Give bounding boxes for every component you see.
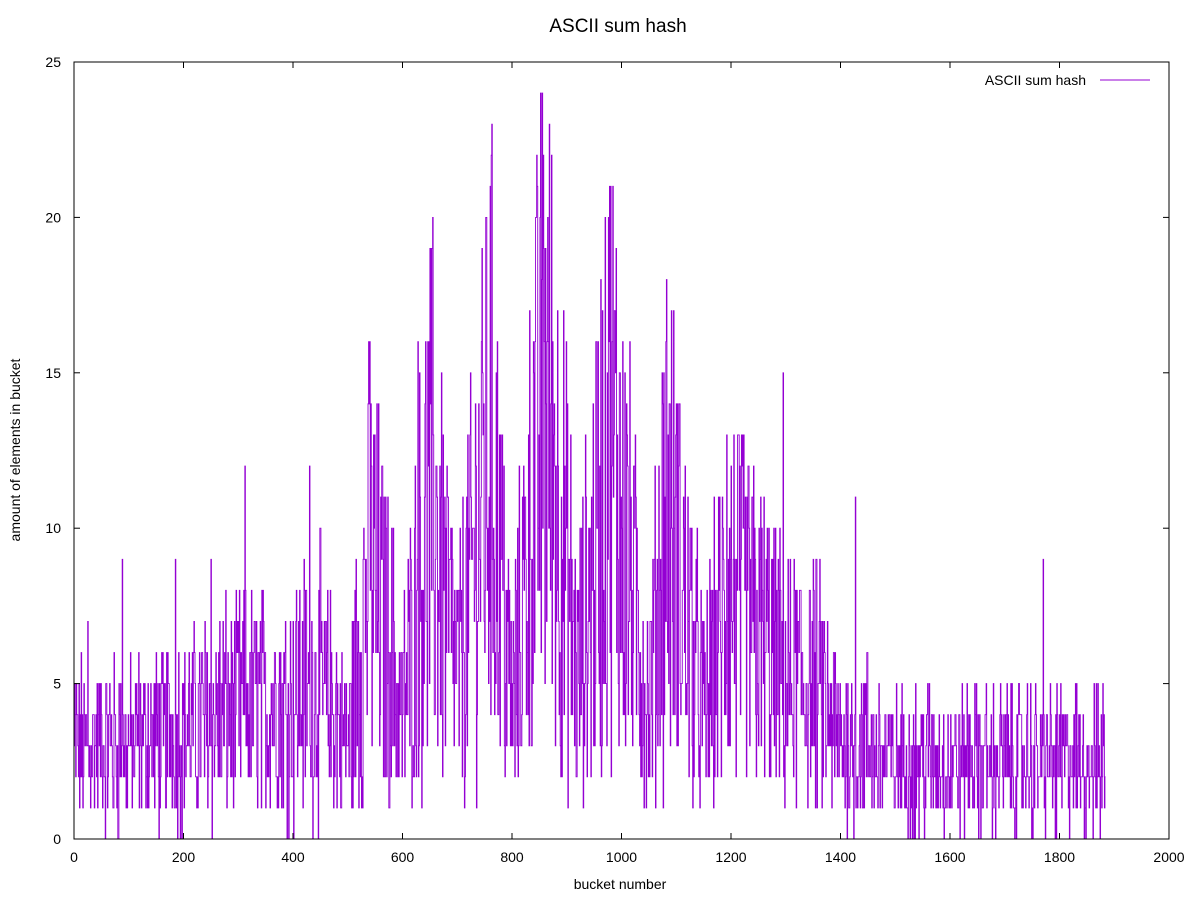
x-tick-label: 400	[281, 849, 305, 865]
plot-border	[73, 61, 1170, 840]
x-tick-label: 0	[70, 849, 78, 865]
x-tick-label: 1800	[1044, 849, 1075, 865]
legend-label: ASCII sum hash	[985, 72, 1086, 88]
y-tick-label: 25	[45, 54, 61, 70]
x-tick-label: 1000	[606, 849, 637, 865]
chart-title: ASCII sum hash	[549, 16, 686, 37]
y-axis: 0 5 10 15 20 25	[45, 54, 1169, 847]
x-tick-label: 1200	[715, 849, 746, 865]
y-tick-label: 20	[45, 209, 61, 225]
x-tick-label: 1400	[825, 849, 856, 865]
x-tick-label: 200	[172, 849, 196, 865]
y-tick-label: 15	[45, 365, 61, 381]
legend: ASCII sum hash	[985, 72, 1150, 88]
y-tick-label: 10	[45, 520, 61, 536]
y-tick-label: 0	[53, 831, 61, 847]
series-ascii-sum-hash	[74, 92, 1106, 840]
x-tick-label: 800	[500, 849, 524, 865]
y-axis-label: amount of elements in bucket	[7, 358, 23, 541]
series-line	[74, 92, 1106, 840]
x-tick-label: 2000	[1153, 849, 1184, 865]
x-axis-label: bucket number	[574, 876, 667, 892]
x-tick-label: 600	[391, 849, 415, 865]
y-tick-label: 5	[53, 676, 61, 692]
x-tick-label: 1600	[934, 849, 965, 865]
x-axis: 0 200 400 600 800 1000 1200 1400 1600 1800 2000	[70, 62, 1185, 865]
